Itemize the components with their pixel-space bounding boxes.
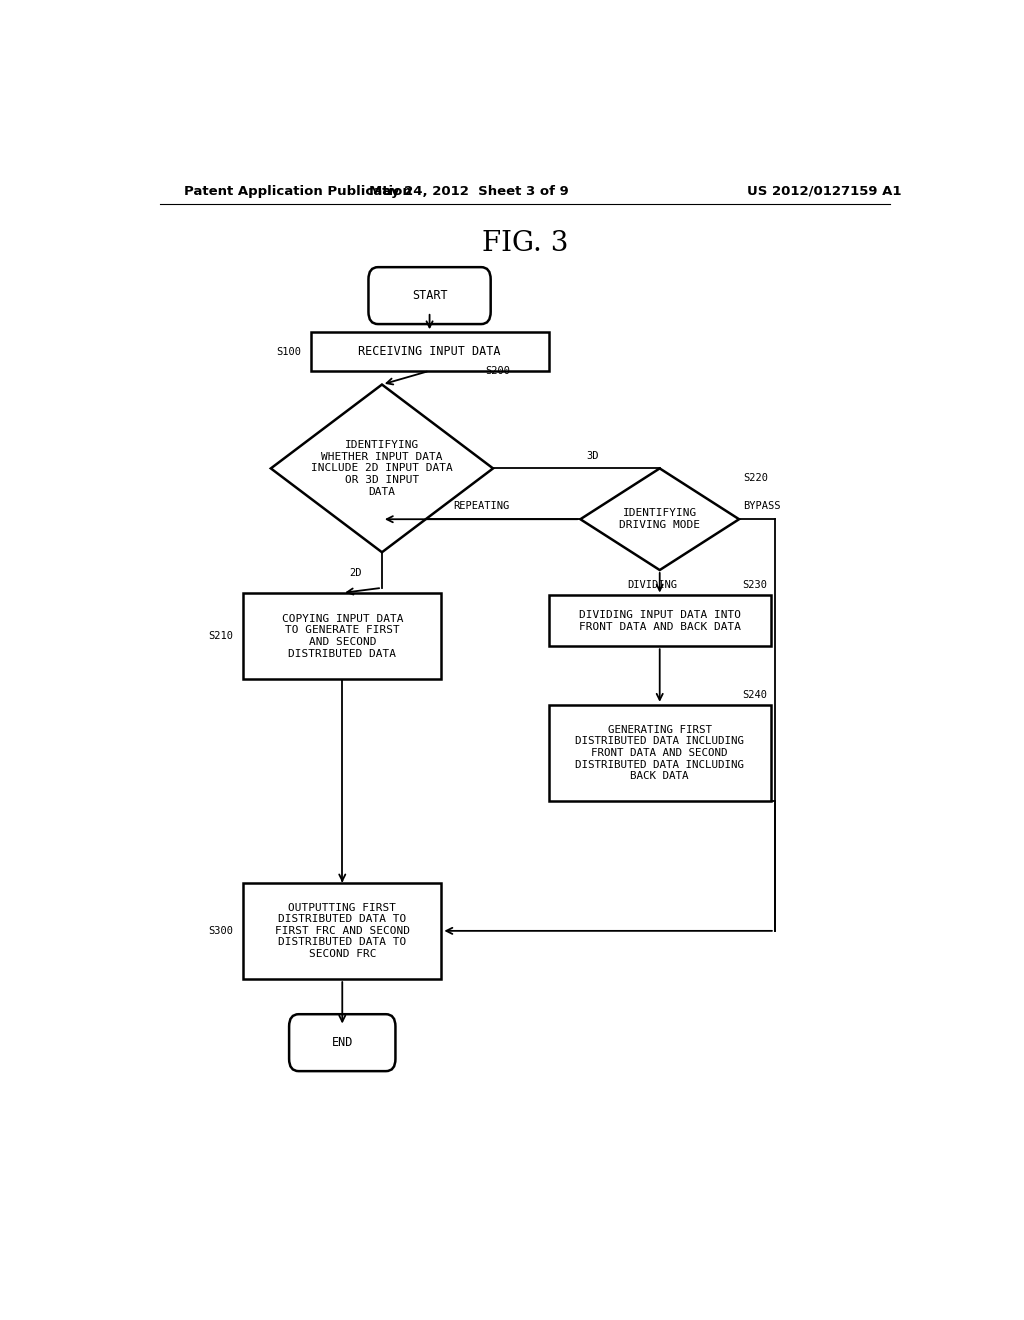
Text: S300: S300: [209, 925, 233, 936]
FancyBboxPatch shape: [369, 267, 490, 325]
Text: BYPASS: BYPASS: [743, 502, 780, 511]
Text: COPYING INPUT DATA
TO GENERATE FIRST
AND SECOND
DISTRIBUTED DATA: COPYING INPUT DATA TO GENERATE FIRST AND…: [282, 614, 403, 659]
Text: US 2012/0127159 A1: US 2012/0127159 A1: [748, 185, 901, 198]
Text: START: START: [412, 289, 447, 302]
FancyBboxPatch shape: [289, 1014, 395, 1071]
Text: S210: S210: [209, 631, 233, 642]
Bar: [549, 705, 771, 801]
Text: S100: S100: [276, 347, 301, 356]
Text: DIVIDING INPUT DATA INTO
FRONT DATA AND BACK DATA: DIVIDING INPUT DATA INTO FRONT DATA AND …: [579, 610, 740, 632]
Text: Patent Application Publication: Patent Application Publication: [183, 185, 412, 198]
Text: 2D: 2D: [349, 568, 362, 578]
Text: S240: S240: [741, 689, 767, 700]
Text: S230: S230: [741, 581, 767, 590]
Text: RECEIVING INPUT DATA: RECEIVING INPUT DATA: [358, 345, 501, 358]
Text: REPEATING: REPEATING: [453, 502, 509, 511]
Text: GENERATING FIRST
DISTRIBUTED DATA INCLUDING
FRONT DATA AND SECOND
DISTRIBUTED DA: GENERATING FIRST DISTRIBUTED DATA INCLUD…: [575, 725, 744, 781]
Text: FIG. 3: FIG. 3: [481, 230, 568, 256]
Text: IDENTIFYING
WHETHER INPUT DATA
INCLUDE 2D INPUT DATA
OR 3D INPUT
DATA: IDENTIFYING WHETHER INPUT DATA INCLUDE 2…: [311, 440, 453, 496]
Polygon shape: [270, 384, 494, 552]
Text: May 24, 2012  Sheet 3 of 9: May 24, 2012 Sheet 3 of 9: [370, 185, 569, 198]
Bar: [549, 595, 771, 647]
Text: S200: S200: [485, 367, 510, 376]
Text: END: END: [332, 1036, 353, 1049]
Text: IDENTIFYING
DRIVING MODE: IDENTIFYING DRIVING MODE: [620, 508, 700, 531]
Text: 3D: 3D: [587, 451, 599, 461]
Text: DIVIDING: DIVIDING: [627, 581, 677, 590]
Text: OUTPUTTING FIRST
DISTRIBUTED DATA TO
FIRST FRC AND SECOND
DISTRIBUTED DATA TO
SE: OUTPUTTING FIRST DISTRIBUTED DATA TO FIR…: [274, 903, 410, 960]
Bar: [310, 333, 549, 371]
Text: S220: S220: [743, 474, 768, 483]
Polygon shape: [581, 469, 739, 570]
Bar: [243, 593, 441, 680]
Bar: [243, 883, 441, 979]
